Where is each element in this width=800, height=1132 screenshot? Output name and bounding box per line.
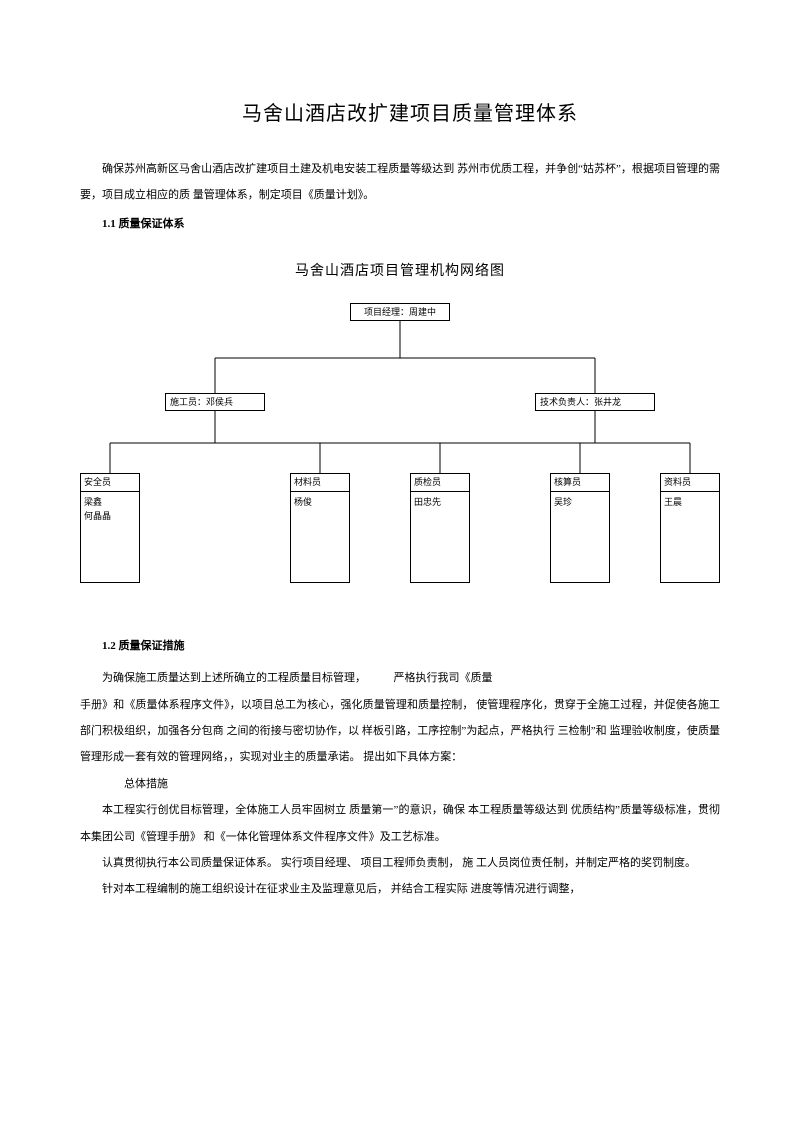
org-chart-connectors (80, 303, 720, 623)
measures-paragraph-5: 针对本工程编制的施工组织设计在征求业主及监理意见后， 并结合工程实际 进度等情况… (80, 876, 720, 902)
measures-paragraph-3: 本工程实行创优目标管理，全体施工人员牢固树立 质量第一”的意识，确保 本工程质量… (80, 797, 720, 850)
org-leaf-document: 资料员 王晨 (660, 473, 720, 583)
org-leaf-name: 何晶晶 (84, 511, 111, 521)
org-leaf-role: 材料员 (294, 476, 346, 490)
intro-paragraph: 确保苏州高新区马舍山酒店改扩建项目土建及机电安装工程质量等级达到 苏州市优质工程… (80, 156, 720, 209)
org-chart-title: 马舍山酒店项目管理机构网络图 (80, 255, 720, 289)
measures-p1-part-b: 严格执行我司《质量 (394, 672, 493, 684)
measures-paragraph-2: 手册》和《质量体系程序文件》，以项目总工为核心，强化质量管理和质量控制， 使管理… (80, 692, 720, 771)
measures-p1-part-a: 为确保施工质量达到上述所确立的工程质量目标管理， (102, 672, 366, 684)
org-node-construction-staff: 施工员：邓侯兵 (165, 393, 265, 411)
section-1-2-heading: 1.2 质量保证措施 (80, 633, 720, 659)
org-leaf-name: 田忠先 (414, 497, 441, 507)
org-leaf-role: 资料员 (664, 476, 716, 490)
org-leaf-quality: 质检员 田忠先 (410, 473, 470, 583)
measures-paragraph-4: 认真贯彻执行本公司质量保证体系。 实行项目经理、 项目工程师负责制， 施 工人员… (80, 850, 720, 876)
overall-measures-subhead: 总体措施 (80, 771, 720, 797)
org-leaf-name: 吴珍 (554, 497, 572, 507)
org-leaf-safety: 安全员 梁鑫 何晶晶 (80, 473, 140, 583)
org-leaf-role: 质检员 (414, 476, 466, 490)
page-title: 马舍山酒店改扩建项目质量管理体系 (80, 90, 720, 138)
section-1-1-heading: 1.1 质量保证体系 (80, 211, 720, 237)
measures-paragraph-1: 为确保施工质量达到上述所确立的工程质量目标管理， 严格执行我司《质量 (80, 665, 720, 691)
org-leaf-material: 材料员 杨俊 (290, 473, 350, 583)
org-node-tech-lead: 技术负责人：张井龙 (535, 393, 655, 411)
org-leaf-name: 王晨 (664, 497, 682, 507)
org-leaf-role: 核算员 (554, 476, 606, 490)
org-leaf-accounting: 核算员 吴珍 (550, 473, 610, 583)
org-leaf-name: 梁鑫 (84, 497, 102, 507)
org-chart: 项目经理：周建中 施工员：邓侯兵 技术负责人：张井龙 安全员 梁鑫 何晶晶 材料… (80, 303, 720, 623)
org-leaf-name: 杨俊 (294, 497, 312, 507)
org-leaf-role: 安全员 (84, 476, 136, 490)
org-node-project-manager: 项目经理：周建中 (350, 303, 450, 321)
